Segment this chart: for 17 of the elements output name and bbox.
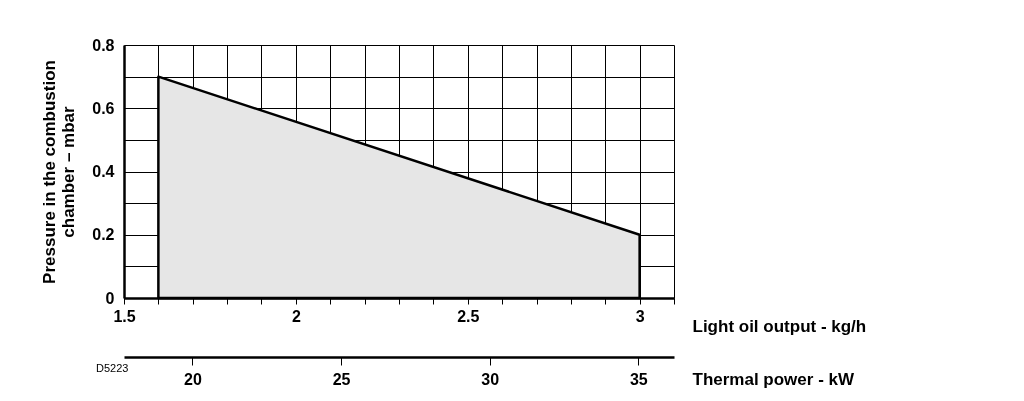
x-tick-label: 1.5 xyxy=(113,307,136,325)
y-tick-label: 0 xyxy=(105,289,115,307)
y-axis-title: Pressure in the combustion chamber – mbar xyxy=(40,60,79,284)
y-tick-label: 0.8 xyxy=(92,36,115,54)
x2-tick-label: 20 xyxy=(183,370,202,388)
x2-tick-label: 25 xyxy=(332,370,351,388)
x-tick-label: 2 xyxy=(291,307,301,325)
y-tick-label: 0.4 xyxy=(92,163,115,180)
x2-tick-label: 30 xyxy=(481,370,500,388)
y-tick-label: 0.2 xyxy=(92,226,115,244)
x-tick-label: 2.5 xyxy=(457,307,480,325)
x-axis-title: Light oil output - kg/h xyxy=(692,316,867,336)
x2-tick-label: 35 xyxy=(629,370,648,388)
x2-axis-title: Thermal power - kW xyxy=(692,369,855,389)
text: D5223 xyxy=(96,362,129,374)
y-tick-label: 0.6 xyxy=(92,99,115,117)
x-tick-label: 3 xyxy=(635,307,645,325)
